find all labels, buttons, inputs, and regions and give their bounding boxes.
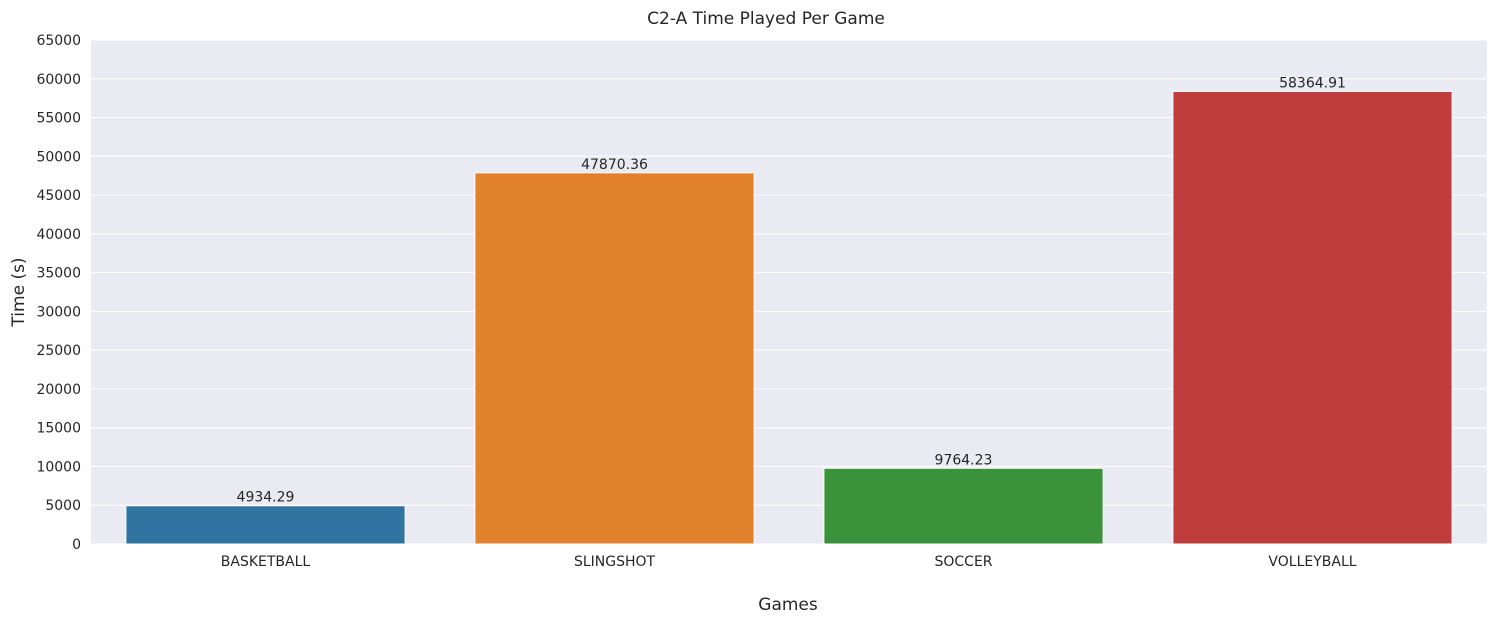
bar-basketball (125, 505, 406, 545)
y-tick-label: 60000 (36, 72, 81, 88)
bar-value-label: 4934.29 (237, 490, 295, 506)
y-axis-label: Time (s) (9, 257, 29, 327)
bar-volleyball (1172, 90, 1453, 545)
y-tick-label: 55000 (36, 111, 81, 127)
y-tick-label: 30000 (36, 304, 81, 320)
bar-value-label: 58364.91 (1279, 75, 1346, 91)
x-tick-labels: BASKETBALL SLINGSHOT SOCCER VOLLEYBALL (221, 554, 1357, 570)
x-tick-label: SOCCER (934, 554, 992, 570)
bars (125, 90, 1453, 545)
bar-value-label: 47870.36 (581, 157, 648, 173)
bar-value-labels: 4934.29 47870.36 9764.23 58364.91 (237, 75, 1346, 505)
y-tick-label: 0 (72, 537, 81, 553)
y-tick-label: 45000 (36, 188, 81, 204)
y-tick-label: 5000 (45, 498, 81, 514)
y-tick-label: 65000 (36, 33, 81, 49)
y-tick-label: 50000 (36, 149, 81, 165)
y-tick-label: 10000 (36, 459, 81, 475)
x-tick-label: VOLLEYBALL (1268, 554, 1356, 570)
y-tick-labels: 0 5000 10000 15000 20000 25000 30000 35000 40000… (36, 33, 81, 553)
chart-title: C2-A Time Played Per Game (647, 9, 885, 29)
bar-soccer (823, 467, 1104, 545)
y-tick-label: 35000 (36, 266, 81, 282)
x-tick-label: SLINGSHOT (574, 554, 656, 570)
bar-slingshot (474, 172, 755, 545)
bar-value-label: 9764.23 (935, 452, 993, 468)
x-axis-label: Games (758, 595, 818, 615)
y-tick-label: 20000 (36, 382, 81, 398)
y-tick-label: 40000 (36, 227, 81, 243)
x-tick-label: BASKETBALL (221, 554, 311, 570)
y-tick-label: 15000 (36, 421, 81, 437)
y-tick-label: 25000 (36, 343, 81, 359)
